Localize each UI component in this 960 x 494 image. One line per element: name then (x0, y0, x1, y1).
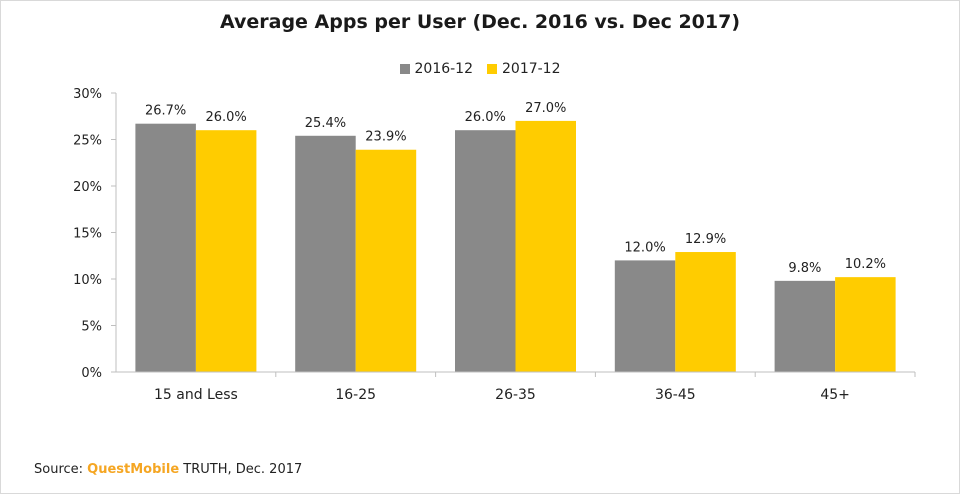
data-label: 23.9% (365, 130, 406, 145)
data-label: 25.4% (305, 116, 346, 131)
bar-2017 (195, 130, 257, 372)
source-suffix: TRUTH, Dec. 2017 (179, 462, 303, 477)
x-tick-label: 36-45 (655, 387, 696, 403)
data-label: 26.7% (145, 104, 186, 119)
bar-2016 (774, 280, 836, 372)
y-tick-label: 25% (73, 134, 102, 149)
bar-2016 (614, 260, 676, 372)
y-tick-label: 20% (73, 180, 102, 195)
bar-2017 (355, 149, 417, 372)
source-prefix: Source: (34, 462, 88, 477)
legend-item-2017: 2017-12 (487, 61, 561, 77)
data-label: 27.0% (525, 101, 566, 116)
y-tick-label: 5% (81, 320, 102, 335)
y-tick-label: 15% (73, 227, 102, 242)
data-label: 10.2% (845, 257, 886, 272)
x-tick-label: 16-25 (335, 387, 376, 403)
data-label: 26.0% (465, 110, 506, 125)
bar-2016 (295, 135, 356, 372)
legend-label-2016: 2016-12 (414, 61, 474, 77)
bar-2017 (835, 277, 896, 372)
legend-label-2017: 2017-12 (502, 61, 561, 77)
x-tick-label: 45+ (820, 387, 850, 403)
bar-2016 (455, 130, 516, 372)
x-tick-label: 15 and Less (154, 387, 238, 403)
data-label: 12.9% (685, 232, 726, 247)
source-brand: QuestMobile (87, 462, 180, 477)
x-tick-label: 26-35 (495, 387, 536, 403)
chart-legend: 2016-12 2017-12 (0, 61, 960, 77)
chart-title: Average Apps per User (Dec. 2016 vs. Dec… (219, 11, 741, 33)
y-tick-label: 30% (73, 87, 102, 102)
source-note: Source: QuestMobile TRUTH, Dec. 2017 (34, 462, 302, 477)
legend-item-2016: 2016-12 (399, 61, 474, 77)
legend-swatch-2016 (399, 64, 410, 74)
bar-2017 (515, 120, 576, 373)
data-label: 12.0% (624, 240, 665, 255)
legend-swatch-2017 (487, 64, 497, 74)
data-label: 9.8% (788, 261, 821, 276)
y-tick-label: 10% (73, 273, 102, 288)
bar-2016 (135, 123, 196, 372)
y-tick-label: 0% (81, 366, 102, 381)
data-label: 26.0% (205, 110, 246, 125)
bar-2017 (675, 252, 736, 372)
